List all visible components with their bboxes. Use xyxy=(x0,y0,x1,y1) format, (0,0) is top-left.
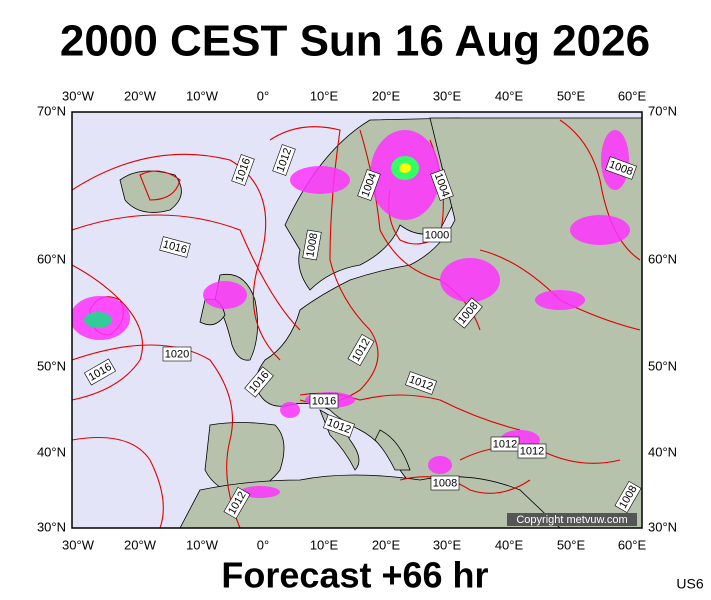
isobar-label-box xyxy=(309,393,339,409)
labels: 30°W 30°W 20°W 20°W 10°W 10°W 0° 0° 10°E 10°E 20°E… xyxy=(37,88,677,552)
isobar-label-box xyxy=(223,486,251,520)
lat-label-right: 40°N xyxy=(648,444,677,459)
map-frame xyxy=(71,111,643,529)
lon-label-bottom: 0° xyxy=(257,537,269,552)
copyright: Copyright metvuw.com xyxy=(516,514,627,526)
isobar-label-box xyxy=(323,414,355,438)
lon-label-bottom: 40°E xyxy=(495,537,524,552)
lat-label-right: 70°N xyxy=(648,103,677,118)
isobar-label-text: 1008 xyxy=(304,232,320,258)
lat-label-left: 40°N xyxy=(37,444,66,459)
lon-label-top: 60°E xyxy=(618,88,647,103)
lon-label-bottom: 20°E xyxy=(372,537,401,552)
isobar-label-text: 1020 xyxy=(165,348,189,360)
isobar-label-box xyxy=(405,371,437,395)
isobar-label-box xyxy=(272,144,296,176)
isobar-label: 1012 xyxy=(490,436,520,452)
isobar-label: 1016 xyxy=(159,236,191,258)
isobar-label-box xyxy=(231,154,255,186)
isobar-label-box xyxy=(614,480,642,514)
model-code: US6 xyxy=(676,576,703,592)
isobar-label: 1008 xyxy=(302,229,322,261)
isobar-label-box xyxy=(517,443,547,459)
isobar-label: 1012 xyxy=(517,443,547,459)
lon-label-top: 20°W xyxy=(124,88,157,103)
map-title: 2000 CEST Sun 16 Aug 2026 xyxy=(60,17,650,66)
isobar-label-box xyxy=(162,346,192,362)
lon-label-bottom: 10°W xyxy=(186,537,219,552)
lon-label-bottom: 30°W xyxy=(62,537,95,552)
isobar-label: 1016 xyxy=(309,393,339,409)
lat-label-right: 30°N xyxy=(648,519,677,534)
isobar-label-box xyxy=(244,366,274,398)
isobar-label-box xyxy=(605,156,637,180)
lat-label-left: 50°N xyxy=(37,358,66,373)
isobar-label-box xyxy=(159,236,191,258)
lon-label-bottom: 10°E xyxy=(310,537,339,552)
lon-label-top: 0° xyxy=(257,88,269,103)
isobar-label-box xyxy=(430,475,460,491)
isobar-label-box xyxy=(422,227,452,243)
lon-label-top: 30°W xyxy=(62,88,95,103)
lat-label-right: 50°N xyxy=(648,358,677,373)
isobar-label-text: 1012 xyxy=(520,445,544,457)
isobar-label-box xyxy=(302,229,322,261)
isobar-label: 1020 xyxy=(162,346,192,362)
lon-label-top: 50°E xyxy=(557,88,586,103)
lat-label-right: 60°N xyxy=(648,251,677,266)
lat-label-left: 30°N xyxy=(37,519,66,534)
isobar-label-text: 1012 xyxy=(493,438,517,450)
isobar-label-text: 1000 xyxy=(425,229,449,241)
precipitation-core xyxy=(84,156,419,328)
lat-label-left: 60°N xyxy=(37,251,66,266)
lon-label-bottom: 20°W xyxy=(124,537,157,552)
isobar-label-box xyxy=(347,333,375,367)
isobar-label-text: 1008 xyxy=(433,477,457,489)
isobar-label: 1008 xyxy=(430,475,460,491)
lon-label-top: 20°E xyxy=(372,88,401,103)
isobar-label-box xyxy=(453,297,483,329)
isobar-label-box xyxy=(83,358,117,386)
lon-label-bottom: 60°E xyxy=(618,537,647,552)
isobar-label-box xyxy=(357,169,381,201)
lon-label-top: 30°E xyxy=(433,88,462,103)
isobar-label: 1000 xyxy=(422,227,452,243)
forecast-label: Forecast +66 hr xyxy=(221,555,488,596)
lon-label-top: 40°E xyxy=(495,88,524,103)
isobar-label-box xyxy=(430,169,454,201)
lon-label-top: 10°W xyxy=(186,88,219,103)
isobar-label-text: 1016 xyxy=(312,395,336,407)
lon-label-bottom: 30°E xyxy=(433,537,462,552)
lat-label-left: 70°N xyxy=(37,103,66,118)
lon-label-top: 10°E xyxy=(310,88,339,103)
copyright-box xyxy=(507,513,637,526)
lon-label-bottom: 50°E xyxy=(557,537,586,552)
